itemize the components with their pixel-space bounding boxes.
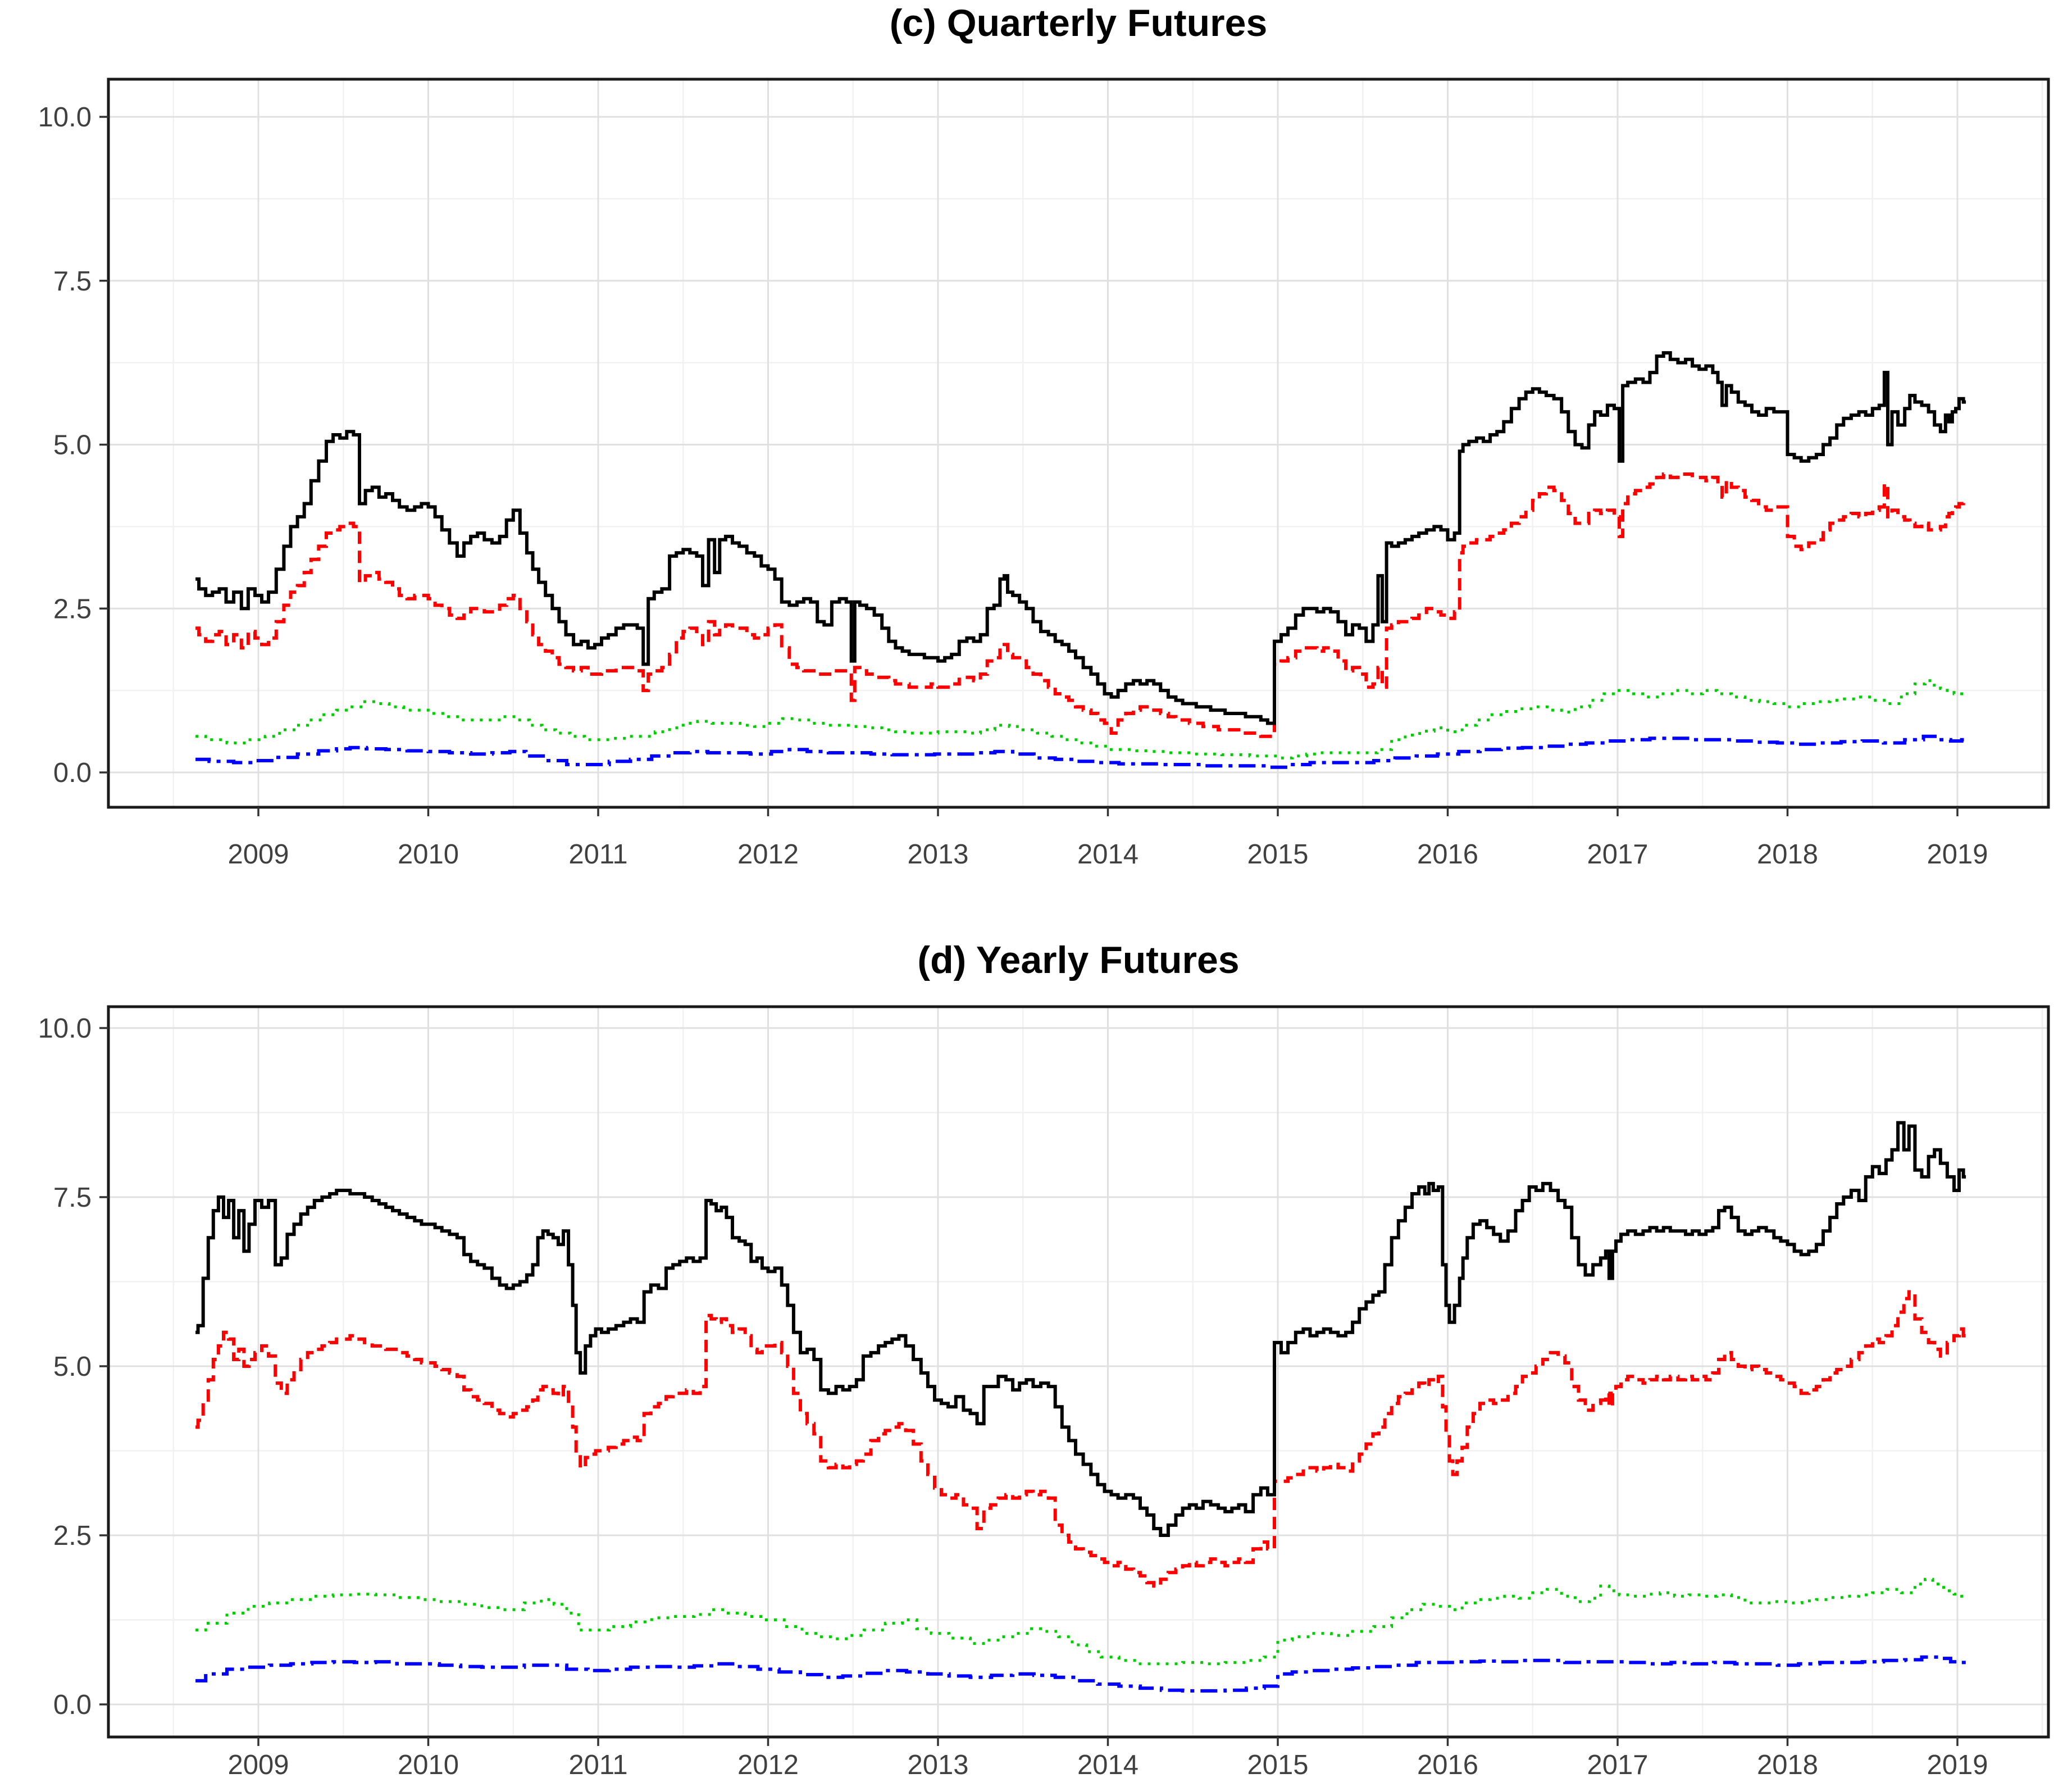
y-axis-tick-label: 7.5 bbox=[53, 266, 92, 297]
x-axis-tick-label: 2017 bbox=[1587, 1750, 1648, 1778]
series-blue-dashdot-line bbox=[195, 1655, 1966, 1693]
panel-border bbox=[107, 78, 2050, 809]
x-axis-tick-label: 2010 bbox=[398, 1750, 459, 1778]
x-axis-tick-label: 2014 bbox=[1077, 1750, 1139, 1778]
x-axis-tick-label: 2015 bbox=[1247, 1750, 1308, 1778]
x-axis-tick-label: 2009 bbox=[227, 1750, 289, 1778]
y-axis-tick-label: 2.5 bbox=[53, 594, 92, 624]
y-axis-tick-label: 0.0 bbox=[53, 758, 92, 788]
x-axis-tick-label: 2014 bbox=[1077, 839, 1139, 870]
x-axis-tick-label: 2016 bbox=[1417, 839, 1478, 870]
x-axis-tick-label: 2009 bbox=[227, 839, 289, 870]
series-blue-dashdot-line bbox=[195, 734, 1966, 769]
series-green-dotted-line bbox=[195, 679, 1966, 760]
yearly-futures-panel: 2009 2010 2011 2012 2013 2014 2015 2016 2017 2018… bbox=[38, 1005, 2050, 1778]
x-axis-tick-label: 2018 bbox=[1757, 1750, 1818, 1778]
y-axis-tick-label: 5.0 bbox=[53, 430, 92, 461]
x-axis-tick-label: 2011 bbox=[568, 839, 627, 870]
quarterly-futures-panel: 2009 2010 2011 2012 2013 2014 2015 2016 2017 2018… bbox=[38, 78, 2050, 870]
panel-border bbox=[107, 1005, 2050, 1739]
series-red-dashed-line bbox=[195, 1290, 1966, 1588]
x-axis-tick-label: 2019 bbox=[1927, 1750, 1988, 1778]
y-axis-tick-label: 5.0 bbox=[53, 1352, 92, 1382]
x-axis-tick-label: 2010 bbox=[398, 839, 459, 870]
x-axis-tick-label: 2018 bbox=[1757, 839, 1818, 870]
x-axis-tick-label: 2019 bbox=[1927, 839, 1988, 870]
chart-title-quarterly-futures: (c) Quarterly Futures bbox=[890, 2, 1268, 44]
x-axis-tick-label: 2016 bbox=[1417, 1750, 1478, 1778]
y-axis-tick-label: 10.0 bbox=[38, 1013, 92, 1044]
y-axis-tick-label: 2.5 bbox=[53, 1521, 92, 1551]
series-black-solid-line bbox=[195, 1121, 1966, 1537]
series-black-solid-line bbox=[195, 351, 1966, 725]
x-axis-tick-label: 2012 bbox=[737, 1750, 799, 1778]
x-axis-tick-label: 2012 bbox=[737, 839, 799, 870]
y-axis-tick-label: 10.0 bbox=[38, 102, 92, 133]
y-axis-tick-label: 0.0 bbox=[53, 1690, 92, 1720]
x-axis-tick-label: 2017 bbox=[1587, 839, 1648, 870]
x-axis-tick-label: 2013 bbox=[907, 839, 968, 870]
series-green-dotted-line bbox=[195, 1577, 1966, 1666]
x-axis-tick-label: 2015 bbox=[1247, 839, 1308, 870]
x-axis-tick-label: 2013 bbox=[907, 1750, 968, 1778]
x-axis-tick-label: 2011 bbox=[568, 1750, 627, 1778]
series-red-dashed-line bbox=[195, 472, 1966, 738]
y-axis-tick-label: 7.5 bbox=[53, 1183, 92, 1213]
chart-title-yearly-futures: (d) Yearly Futures bbox=[917, 939, 1239, 981]
